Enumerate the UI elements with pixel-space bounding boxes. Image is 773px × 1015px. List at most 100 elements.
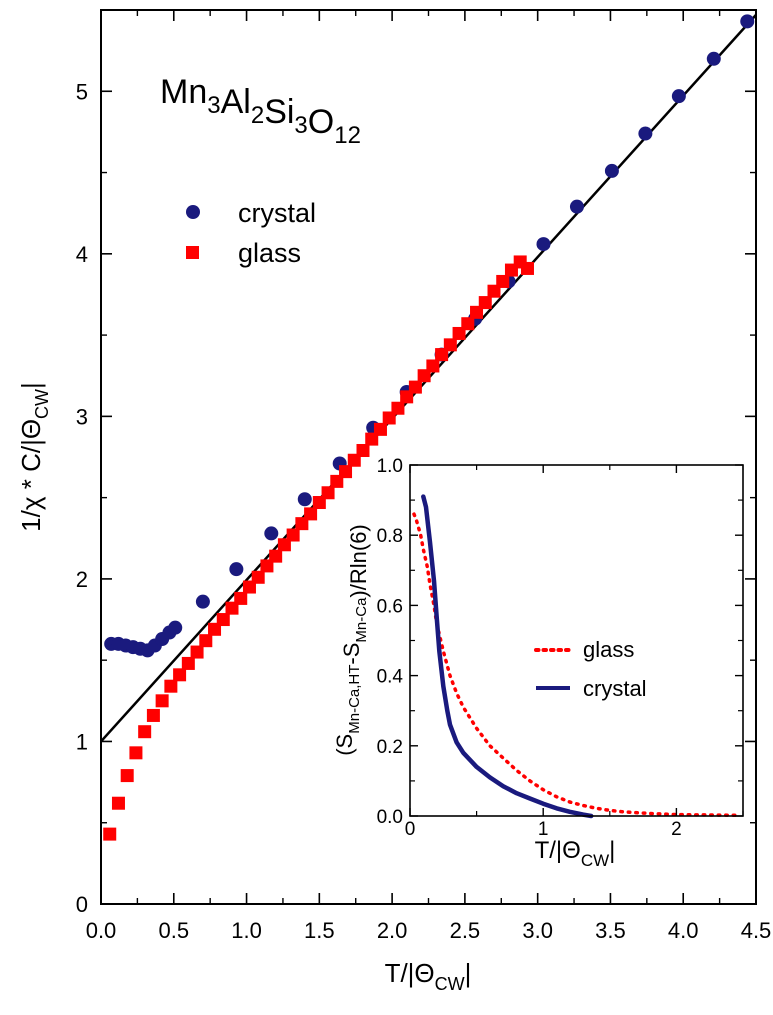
inset-x-axis-label: T/|ΘCW|	[535, 837, 616, 870]
main-x-tick-label: 0.5	[158, 918, 189, 943]
glass-point	[277, 538, 291, 552]
glass-point	[461, 317, 475, 331]
inset-y-tick-label: 0.4	[377, 667, 404, 688]
main-y-tick-label: 0	[76, 892, 88, 917]
inset-y-tick-label: 1.0	[377, 456, 403, 477]
glass-point	[251, 570, 265, 584]
inset-axis-ticks	[409, 464, 744, 817]
inset-x-tick-label: 1	[538, 819, 549, 840]
inset-series-layer	[412, 494, 739, 819]
glass-point	[155, 694, 169, 708]
crystal-point	[536, 237, 551, 252]
crystal-point	[297, 492, 312, 507]
glass-point	[470, 305, 484, 319]
glass-point	[312, 496, 326, 510]
main-legend: crystal glass	[186, 198, 316, 268]
legend-glass-label: glass	[238, 238, 301, 268]
main-x-tick-label: 4.0	[668, 918, 699, 943]
inset-y-tick-label: 0.8	[377, 526, 403, 547]
inset-tick-labels: 0 1 2 0.0 0.2 0.4 0.6 0.8 1.0	[377, 456, 682, 840]
main-y-tick-label: 2	[76, 567, 88, 592]
crystal-point	[229, 562, 244, 577]
main-tick-labels: 0.0 0.5 1.0 1.5 2.0 2.5 3.0 3.5 4.0 4.5 0 1 2 3 4 5	[76, 79, 772, 943]
crystal-point	[569, 199, 584, 214]
crystal-point	[671, 89, 686, 104]
crystal-point	[604, 163, 619, 178]
crystal-point	[168, 620, 183, 635]
glass-point	[321, 486, 335, 500]
main-x-tick-label: 3.5	[595, 918, 626, 943]
inset-x-tick-label: 2	[671, 819, 682, 840]
main-series-layer	[100, 14, 757, 841]
glass-point	[487, 284, 501, 298]
main-y-tick-label: 5	[76, 79, 88, 104]
glass-point	[269, 549, 283, 563]
glass-point	[408, 380, 422, 394]
main-x-tick-label: 3.0	[522, 918, 553, 943]
inset-x-tick-label: 0	[405, 819, 416, 840]
glass-point	[234, 591, 248, 605]
glass-point	[417, 369, 431, 383]
glass-point	[173, 668, 187, 682]
main-x-tick-label: 1.0	[231, 918, 262, 943]
glass-point	[260, 559, 274, 573]
glass-point	[452, 326, 466, 340]
glass-point	[111, 796, 125, 810]
main-x-tick-label: 2.5	[450, 918, 481, 943]
glass-point	[391, 401, 405, 415]
glass-point	[347, 453, 361, 467]
glass-point	[216, 613, 230, 627]
glass-point	[286, 528, 300, 542]
inset-background	[410, 465, 743, 816]
glass-point	[339, 465, 353, 479]
main-x-tick-label: 1.5	[304, 918, 335, 943]
main-x-tick-label: 2.0	[377, 918, 408, 943]
main-x-tick-label: 0.0	[86, 918, 117, 943]
main-y-tick-label: 3	[76, 404, 88, 429]
inset-legend-crystal-label: crystal	[583, 676, 647, 701]
glass-point	[181, 656, 195, 670]
main-x-axis-label: T/|ΘCW|	[385, 958, 472, 994]
inset-y-axis-label: (SMn-Ca,HT-SMn-Ca)/Rln(6)	[332, 524, 371, 756]
glass-point	[304, 507, 318, 521]
glass-point	[120, 769, 134, 783]
glass-point	[478, 296, 492, 310]
legend-crystal-marker	[186, 205, 200, 219]
legend-glass-marker	[186, 246, 199, 259]
glass-point	[520, 261, 534, 275]
glass-point	[164, 679, 178, 693]
glass-point	[330, 474, 344, 488]
inset-glass-curve	[412, 512, 739, 818]
glass-point	[190, 645, 204, 659]
glass-point	[225, 601, 239, 615]
crystal-point	[264, 526, 279, 541]
glass-point	[382, 411, 396, 425]
glass-point	[103, 827, 117, 841]
inset-legend-glass-label: glass	[583, 637, 634, 662]
main-y-tick-label: 4	[76, 242, 88, 267]
glass-point	[365, 432, 379, 446]
crystal-point	[706, 51, 721, 66]
inset-y-tick-label: 0.0	[377, 807, 403, 828]
glass-point	[138, 725, 152, 739]
main-y-axis-label: 1/χ * C/|ΘCW|	[16, 382, 52, 532]
crystal-point	[638, 126, 653, 141]
inset-crystal-curve	[421, 494, 594, 819]
glass-point	[208, 622, 222, 636]
glass-point	[373, 422, 387, 436]
inset-legend: glass crystal	[534, 637, 647, 701]
legend-crystal-label: crystal	[238, 198, 316, 228]
glass-point	[435, 348, 449, 362]
glass-point	[443, 338, 457, 352]
glass-point	[295, 517, 309, 531]
inset-y-tick-label: 0.2	[377, 737, 403, 758]
glass-point	[400, 390, 414, 404]
main-y-tick-label: 1	[76, 729, 88, 754]
inset-y-tick-label: 0.6	[377, 596, 403, 617]
glass-point	[356, 443, 370, 457]
compound-formula: Mn3Al2Si3O12	[160, 73, 361, 149]
glass-point	[496, 274, 510, 288]
main-x-tick-label: 4.5	[741, 918, 772, 943]
glass-point	[129, 746, 143, 760]
